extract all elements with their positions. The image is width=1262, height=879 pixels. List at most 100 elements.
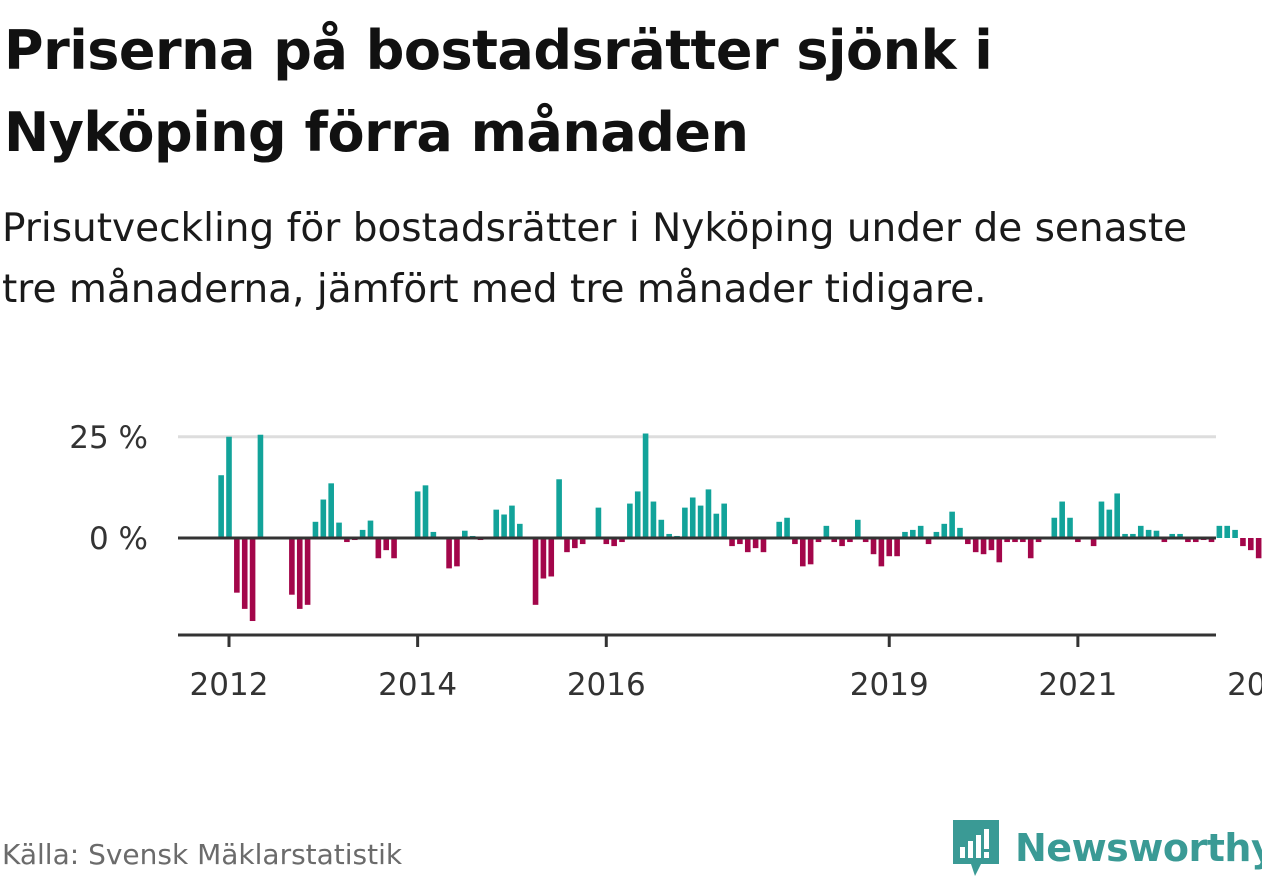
bar (501, 514, 507, 538)
bar (855, 519, 861, 538)
bar (383, 538, 389, 551)
bar (1059, 501, 1065, 538)
axes (178, 536, 1216, 647)
bar (980, 538, 987, 555)
bar (1114, 493, 1120, 538)
bar (328, 483, 334, 538)
bar (509, 505, 515, 538)
bar (1098, 501, 1105, 538)
bar (422, 485, 429, 538)
bar (713, 513, 720, 538)
bar (320, 499, 327, 539)
bar (257, 434, 264, 538)
x-tick-label: 2014 (378, 667, 457, 700)
bar (1177, 533, 1183, 538)
bar (627, 503, 633, 538)
bar (933, 531, 940, 538)
bar (996, 538, 1003, 563)
bar (1185, 538, 1191, 543)
bar (1027, 538, 1034, 559)
bar (1137, 525, 1144, 538)
bar (972, 538, 979, 553)
bar (650, 501, 657, 538)
bar (784, 517, 790, 538)
bar (839, 538, 845, 547)
y-tick-label: 25 % (69, 420, 148, 456)
bar (556, 479, 562, 538)
bar (744, 538, 751, 553)
bar (1169, 533, 1175, 538)
source-note: Källa: Svensk Mäklarstatistik (2, 838, 403, 871)
bar (729, 538, 735, 547)
bar (823, 525, 830, 538)
bar (878, 538, 885, 567)
bar (359, 529, 366, 538)
bar (241, 538, 248, 609)
bar (807, 538, 814, 565)
bar-chart-logo-icon (953, 820, 999, 876)
bar (1051, 517, 1058, 538)
bar (532, 538, 539, 605)
bar (1004, 538, 1010, 543)
x-tick-label: 2012 (190, 667, 269, 700)
bar (1020, 538, 1026, 543)
bar (430, 531, 437, 538)
bar (1090, 538, 1097, 547)
bar (1216, 525, 1223, 538)
bar (666, 533, 672, 538)
bar (721, 503, 727, 538)
bar (965, 538, 971, 545)
bar (925, 538, 932, 545)
chart-subtitle: Prisutveckling för bostadsrätter i Nyköp… (2, 206, 1188, 312)
newsworthy-logo: Newsworthy (951, 818, 1262, 878)
tick-labels: 25 %0 %201220142016201920212023−4 % (69, 420, 1262, 700)
bar (1153, 530, 1160, 538)
x-tick-label: 2016 (567, 667, 646, 700)
bar (910, 529, 916, 538)
bar (1248, 538, 1254, 551)
bar (1106, 509, 1113, 538)
bar (289, 538, 295, 595)
bar (799, 538, 806, 567)
bar (226, 436, 232, 538)
bar (760, 538, 767, 553)
bar (1192, 538, 1199, 543)
x-tick-label: 2019 (850, 667, 929, 700)
bar (611, 538, 617, 547)
bar (517, 523, 523, 538)
bar (988, 538, 995, 551)
bar (634, 491, 641, 538)
bar (1208, 538, 1215, 543)
bar (249, 538, 256, 622)
bar (1255, 538, 1262, 559)
bar (1224, 525, 1231, 538)
bar (1240, 538, 1246, 547)
bar (870, 538, 877, 555)
bar (296, 538, 303, 609)
bar (564, 538, 570, 553)
bar (391, 538, 397, 559)
bar (1035, 538, 1042, 543)
bar (697, 505, 704, 538)
y-tick-label: 0 % (89, 521, 148, 557)
bar-chart: 25 %0 %201220142016201920212023−4 % (69, 420, 1262, 700)
bar (689, 497, 696, 538)
bar (619, 538, 625, 543)
bar (367, 520, 374, 538)
x-tick-label: 2023 (1227, 667, 1262, 700)
bar (792, 538, 798, 545)
bar (1067, 517, 1073, 538)
bar (737, 538, 743, 545)
bar (493, 509, 500, 538)
bar (847, 538, 853, 543)
bar (234, 538, 240, 593)
bar (752, 538, 759, 549)
bar (1075, 538, 1081, 543)
bar (941, 523, 948, 538)
bar (344, 538, 350, 543)
bar (462, 530, 468, 538)
bar (642, 433, 649, 538)
bar (705, 489, 712, 538)
x-tick-label: 2021 (1038, 667, 1117, 700)
bar (375, 538, 382, 559)
